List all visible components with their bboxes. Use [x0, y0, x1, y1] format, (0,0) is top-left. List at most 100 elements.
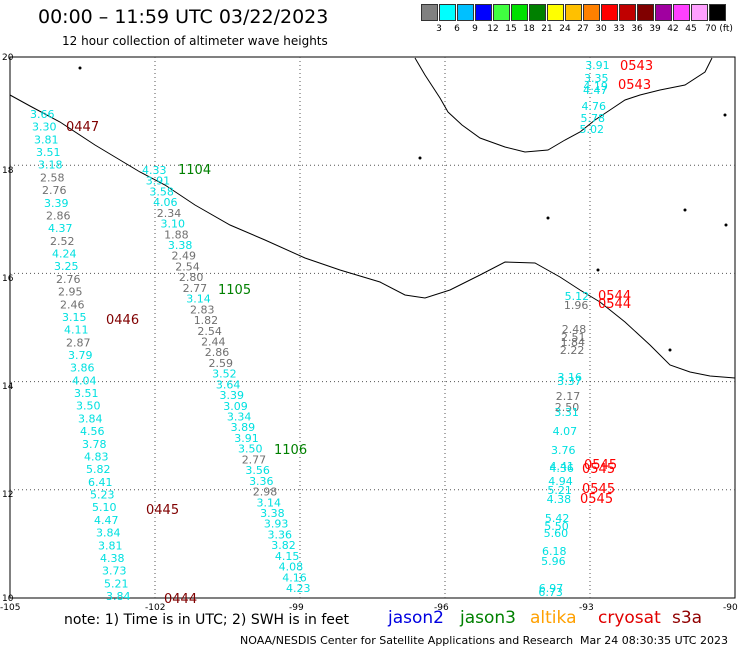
wave-height-label: 3.31 — [554, 406, 579, 419]
wave-height-label: 2.54 — [175, 260, 200, 273]
wave-height-label: 3.15 — [62, 311, 87, 324]
wave-height-label: 3.51 — [74, 387, 99, 400]
scale-label: 21 — [541, 24, 553, 34]
wave-height-label: 3.18 — [38, 159, 63, 172]
scale-swatch — [619, 4, 636, 21]
latitude-label: 20 — [2, 53, 14, 63]
satellite-name: jason2 — [388, 608, 444, 628]
wave-height-label: 3.14 — [186, 293, 211, 306]
scale-label: 42 — [667, 24, 679, 34]
pass-time-label: 0446 — [106, 313, 139, 328]
map-frame — [9, 56, 736, 599]
wave-height-label: 4.11 — [64, 324, 89, 337]
wave-height-label: 2.52 — [50, 235, 75, 248]
wave-height-label: 4.08 — [279, 561, 304, 574]
wave-height-label: 5.50 — [544, 520, 569, 533]
wave-height-label: 2.76 — [56, 273, 81, 286]
wave-height-label: 3.84 — [96, 527, 121, 540]
wave-height-label: 4.06 — [153, 196, 178, 209]
longitude-label: -90 — [723, 603, 738, 613]
wave-height-label: 5.02 — [580, 123, 605, 136]
wave-height-label: 3.91 — [585, 59, 610, 72]
wave-height-label: 2.48 — [562, 323, 587, 336]
pass-time-label: 0543 — [618, 78, 651, 93]
wave-height-label: 3.36 — [249, 475, 273, 488]
scale-swatch — [565, 4, 582, 21]
credit-line: NOAA/NESDIS Center for Satellite Applica… — [240, 634, 574, 647]
wave-height-label: 3.91 — [146, 175, 171, 188]
wave-height-label: 3.56 — [245, 464, 270, 477]
wave-height-label: 3.84 — [106, 590, 131, 603]
scale-swatch — [637, 4, 654, 21]
latitude-label: 16 — [2, 274, 14, 284]
island-mark — [78, 66, 82, 70]
scale-swatch — [709, 4, 726, 21]
wave-height-label: 5.60 — [544, 527, 569, 540]
pass-time-label: 0545 — [582, 482, 615, 497]
scale-swatch — [655, 4, 672, 21]
longitude-label: -102 — [145, 603, 165, 613]
wave-height-label: 1.82 — [194, 314, 219, 327]
wave-height-label: 5.23 — [90, 489, 115, 502]
wave-height-label: 3.30 — [32, 121, 57, 134]
wave-height-label: 3.66 — [30, 108, 55, 121]
wave-height-label: 3.37 — [557, 375, 582, 388]
wave-height-label: 6.18 — [542, 545, 567, 558]
wave-height-label: 4.56 — [80, 425, 105, 438]
wave-height-label: 2.86 — [46, 209, 71, 222]
wave-height-label: 6.73 — [538, 586, 563, 599]
longitude-label: -96 — [434, 603, 449, 613]
wave-height-label: 3.35 — [584, 72, 609, 85]
scale-swatch — [457, 4, 474, 21]
wave-height-label: 3.76 — [551, 444, 576, 457]
wave-height-label: 3.25 — [54, 260, 79, 273]
wave-height-label: 3.73 — [102, 565, 127, 578]
island-mark — [546, 216, 550, 220]
scale-label: 70 (ft) — [705, 24, 733, 34]
wave-height-label: 4.33 — [142, 164, 167, 177]
wave-height-label: 3.84 — [78, 412, 103, 425]
island-mark — [723, 113, 727, 117]
island-mark — [418, 156, 422, 160]
wave-height-label: 2.59 — [208, 357, 233, 370]
wave-height-label: 3.93 — [264, 518, 289, 531]
axis-labels: 20 18 16 14 12 10-105 -102 -99 -96 -93 -90 — [0, 53, 738, 613]
wave-height-label: 2.46 — [60, 298, 85, 311]
scale-swatch — [421, 4, 438, 21]
scale-label: 45 — [685, 24, 697, 34]
wave-height-label: 3.38 — [260, 507, 285, 520]
footer-note: note: 1) Time is in UTC; 2) SWH is in fe… — [64, 612, 350, 628]
scale-label: 15 — [505, 24, 517, 34]
wave-height-label: 5.82 — [86, 463, 111, 476]
wave-height-label: 3.81 — [34, 133, 59, 146]
wave-height-label: 3.09 — [223, 400, 248, 413]
scale-label: 18 — [523, 24, 535, 34]
scale-label: 36 — [631, 24, 643, 34]
wave-height-label: 4.04 — [72, 374, 97, 387]
pacific-coastline — [9, 94, 736, 379]
pass-time-label: 0445 — [146, 503, 179, 518]
scale-swatch — [511, 4, 528, 21]
wave-height-label: 2.58 — [40, 171, 65, 184]
longitude-label: -105 — [0, 603, 20, 613]
wave-height-label: 6.41 — [88, 476, 113, 489]
island-mark — [596, 268, 600, 272]
map-subtitle: 12 hour collection of altimeter wave hei… — [62, 34, 328, 48]
latitude-label: 18 — [2, 166, 14, 176]
scale-label: 33 — [613, 24, 625, 34]
scale-label: 6 — [454, 24, 460, 34]
wave-height-label: 3.58 — [149, 185, 174, 198]
island-mark — [668, 348, 672, 352]
wave-height-label: 3.16 — [557, 371, 582, 384]
wave-height-label: 4.47 — [94, 514, 119, 527]
latitude-label: 12 — [2, 490, 13, 500]
wave-height-label: 2.95 — [58, 286, 83, 299]
wave-height-label: 1.96 — [564, 299, 589, 312]
wave-height-label: 6.97 — [539, 582, 564, 595]
scale-label: 27 — [577, 24, 589, 34]
scale-label: 24 — [559, 24, 571, 34]
pass-time-label: 0444 — [164, 592, 197, 607]
wave-height-label: 5.96 — [541, 555, 566, 568]
wave-height-labels: 3.663.303.813.513.182.582.763.392.864.37… — [30, 59, 653, 607]
wave-height-label: 4.15 — [275, 550, 300, 563]
